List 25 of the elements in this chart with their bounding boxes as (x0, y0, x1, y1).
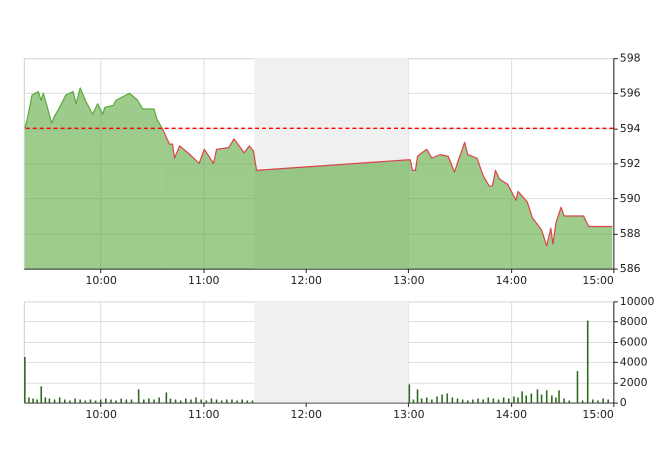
y-tick-label: 6000 (620, 335, 648, 348)
x-tick-label: 10:00 (85, 408, 117, 421)
x-tick-label: 13:00 (393, 274, 425, 287)
y-tick-label: 588 (620, 226, 641, 240)
y-tick-label: 592 (620, 156, 641, 170)
x-tick-label: 14:00 (496, 274, 528, 287)
y-tick-label: 2000 (620, 376, 648, 389)
y-tick-label: 598 (620, 52, 641, 65)
y-tick-label: 596 (620, 86, 641, 100)
y-tick-label: 8000 (620, 315, 648, 328)
y-tick-label: 4000 (620, 356, 648, 369)
x-tick-label: 15:00 (582, 274, 614, 287)
x-tick-label: 13:00 (393, 408, 425, 421)
y-tick-label: 0 (620, 396, 627, 410)
x-tick-label: 14:00 (496, 408, 528, 421)
x-tick-label: 11:00 (188, 274, 220, 287)
x-tick-label: 12:00 (290, 408, 322, 421)
y-tick-label: 590 (620, 192, 641, 205)
x-tick-label: 15:00 (582, 408, 614, 421)
y-tick-label: 10000 (620, 294, 655, 308)
x-tick-label: 12:00 (290, 274, 322, 287)
x-tick-label: 10:00 (85, 274, 117, 287)
x-tick-label: 11:00 (188, 408, 220, 421)
y-tick-label: 594 (620, 122, 641, 135)
y-tick-label: 586 (620, 262, 641, 276)
